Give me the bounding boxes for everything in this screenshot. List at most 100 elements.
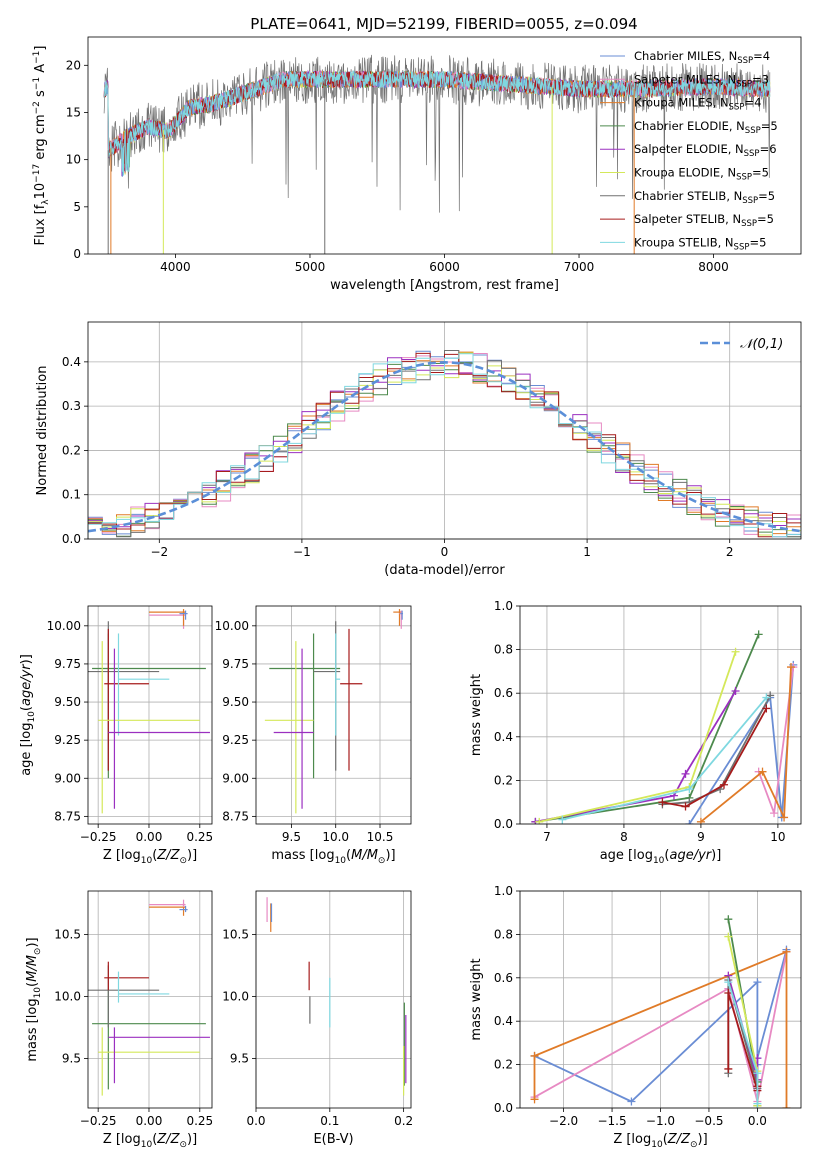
- y-axis-label-part: λ: [41, 199, 51, 205]
- legend-label-text: Salpeter STELIB, N: [634, 212, 741, 226]
- weight-marker: [782, 1104, 791, 1108]
- weight-marker: [753, 1099, 762, 1108]
- residuals-frame: [87, 321, 802, 540]
- y-axis-label-part: −2: [32, 101, 42, 114]
- legend-label-text: Salpeter MILES, N: [634, 72, 736, 86]
- weight-marker: [731, 647, 740, 656]
- weight-marker: [681, 802, 690, 811]
- legend-label: Chabrier ELODIE, NSSP=5: [634, 119, 778, 136]
- x-axis-label-part: 10: [335, 856, 347, 866]
- legend-label-text: Kroupa STELIB, N: [634, 235, 734, 249]
- x-axis-label-part: age/yr: [669, 848, 712, 863]
- weight_vs_age-axes: 7 8 9 10 0.0 0.2 0.4 0.6 0.8 1.0: [494, 599, 801, 844]
- legend-label-value: =6: [760, 142, 777, 156]
- legend-label-sub: SSP: [737, 56, 753, 66]
- weight-line: [534, 951, 788, 1102]
- x-axis-label-part: (: [664, 848, 669, 863]
- x-tick-label: −0.5: [694, 1114, 723, 1128]
- y-axis-label-part: Normed distribution: [35, 366, 50, 496]
- weight-line: [533, 950, 788, 1108]
- y-tick-label: 0.6: [494, 686, 513, 700]
- weight-marker: [770, 809, 779, 818]
- legend-label-sub: SSP: [736, 173, 752, 183]
- weight-marker: [724, 915, 733, 924]
- legend-label-sub: SSP: [741, 219, 757, 229]
- y-axis-label-part: Flux [f: [33, 204, 48, 245]
- y-tick-label: 0: [73, 247, 81, 261]
- legend-label-text: Kroupa MILES, N: [634, 96, 729, 110]
- x-axis-label: wavelength [Angstrom, rest frame]: [330, 278, 559, 293]
- mass_vs_Z-frame: [87, 890, 213, 1109]
- x-axis-label: Z [log10(Z/Z⊙)]: [103, 848, 197, 866]
- legend-label-sub: SSP: [736, 79, 752, 89]
- x-tick-label: 6000: [429, 260, 460, 274]
- y-axis-label-part: 10: [33, 183, 48, 200]
- legend-label-value: =4: [744, 96, 761, 110]
- y-tick-label: 10.00: [215, 619, 249, 633]
- y-axis-label-part: age/yr: [19, 663, 34, 706]
- y-tick-label: 9.5: [62, 1051, 81, 1065]
- legend-label-value: =5: [761, 119, 778, 133]
- y-axis-label-part: mass weight: [469, 674, 484, 756]
- normal-reference-curve: [88, 360, 801, 533]
- weight-marker: [782, 947, 791, 956]
- y-tick-label: 9.5: [230, 1051, 249, 1065]
- x-axis-label-part: mass [log: [271, 848, 334, 863]
- weight-marker: [696, 817, 705, 824]
- y-tick-label: 0.8: [494, 927, 513, 941]
- y-axis-label-part: mass weight: [469, 958, 484, 1040]
- y-tick-label: 10.5: [222, 927, 249, 941]
- y-tick-label: 0.0: [494, 817, 513, 831]
- weight-marker: [658, 798, 667, 807]
- y-axis-label: age [log10(age/yr)]: [19, 654, 37, 776]
- weight-marker: [535, 817, 544, 824]
- weight-marker: [681, 769, 690, 778]
- y-axis-label-part: 10: [27, 711, 37, 723]
- legend-label: Salpeter ELODIE, NSSP=6: [634, 142, 777, 159]
- mass_vs_EBV-axes: 0.0 0.1 0.2 9.5 10.0 10.5: [222, 891, 413, 1128]
- x-tick-label: −1: [293, 545, 311, 559]
- y-tick-label: 0.0: [494, 1101, 513, 1115]
- legend-label-text: Kroupa ELODIE, N: [634, 166, 736, 180]
- weight-marker: [731, 687, 740, 696]
- legend-label: Salpeter STELIB, NSSP=5: [634, 212, 774, 229]
- x-axis-label-part: Z/Z: [156, 1132, 180, 1147]
- spectrum-axes: 4000 5000 6000 7000 8000 0 5 10 15 20: [66, 58, 729, 274]
- x-tick-label: 5000: [295, 260, 326, 274]
- age_vs_Z-points: [88, 609, 210, 814]
- y-axis-label-part: )]: [25, 937, 40, 947]
- legend-label: Chabrier MILES, NSSP=4: [634, 49, 770, 66]
- x-tick-label: 8000: [698, 260, 729, 274]
- age_vs_mass-axes: 9.5 10.0 10.5 8.75 9.00 9.25 9.50 9.75 10.00: [215, 606, 411, 844]
- weight-marker: [762, 693, 771, 702]
- x-axis-label-part: Z [log: [103, 1132, 141, 1147]
- legend-label-text: Salpeter ELODIE, N: [634, 142, 744, 156]
- weight-marker: [753, 1069, 762, 1078]
- x-axis-label: Z [log10(Z/Z⊙)]: [103, 1132, 197, 1150]
- x-axis-label: Z [log10(Z/Z⊙)]: [613, 1132, 707, 1150]
- x-axis-label-part: (: [152, 1132, 157, 1147]
- y-tick-label: 0.2: [494, 773, 513, 787]
- x-tick-label: −2: [150, 545, 168, 559]
- x-tick-label: 10: [770, 830, 785, 844]
- y-axis-label-part: −1: [32, 51, 42, 64]
- x-tick-label: −1.0: [646, 1114, 675, 1128]
- residual-histograms: [88, 350, 801, 538]
- x-axis-label-part: 10: [141, 1140, 153, 1150]
- x-axis-label-part: M/M: [351, 848, 378, 863]
- y-axis-label-part: M/M: [25, 955, 40, 982]
- x-tick-label: 0.2: [394, 1114, 413, 1128]
- x-tick-label: 4000: [160, 260, 191, 274]
- y-axis-label-part: )]: [19, 654, 34, 664]
- y-tick-label: 0.6: [494, 971, 513, 985]
- y-tick-label: 10.5: [54, 927, 81, 941]
- legend-label-value: =5: [757, 212, 774, 226]
- weight-marker: [786, 663, 795, 672]
- y-axis-label-part: −17: [32, 164, 42, 183]
- x-tick-label: 7000: [564, 260, 595, 274]
- y-tick-label: 0.8: [494, 643, 513, 657]
- x-axis-label-part: Z/Z: [156, 848, 180, 863]
- y-axis-label: Normed distribution: [35, 366, 50, 496]
- weight-marker: [558, 815, 567, 824]
- x-axis-label-part: ⊙: [179, 856, 187, 866]
